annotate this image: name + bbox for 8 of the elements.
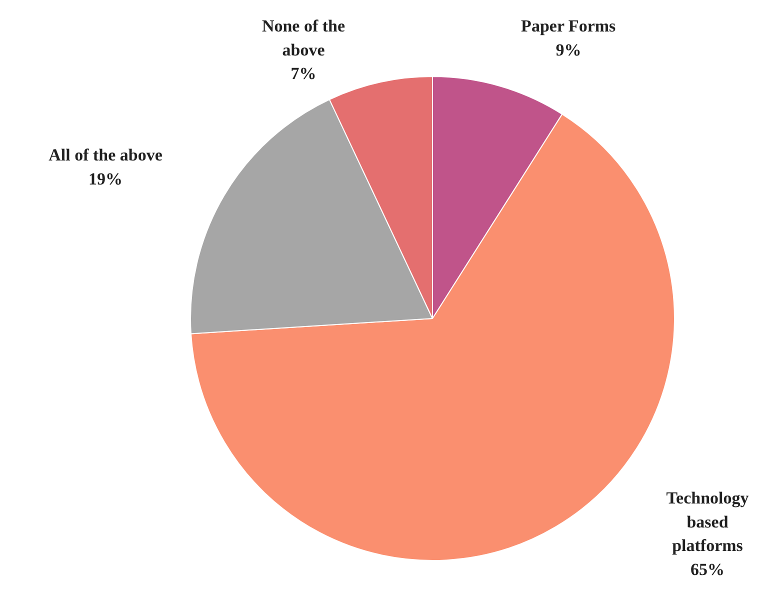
data-label: 19%	[88, 169, 122, 188]
data-label: 9%	[556, 40, 582, 60]
data-label: 7%	[290, 64, 316, 83]
data-label: 65%	[690, 560, 724, 579]
slice-label: Paper Forms	[521, 16, 616, 36]
slice-label: All of the above	[48, 146, 163, 164]
slice-label: Technology based platforms	[666, 488, 750, 555]
slice-label: None of the above	[262, 16, 346, 60]
